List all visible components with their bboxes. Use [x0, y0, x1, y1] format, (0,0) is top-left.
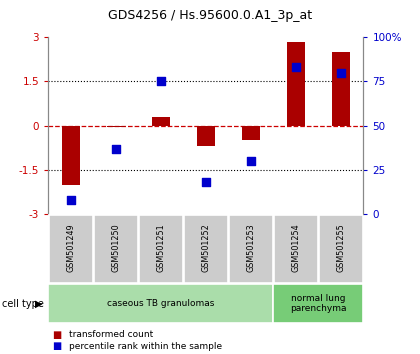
Text: ■: ■: [52, 341, 62, 351]
Text: normal lung
parenchyma: normal lung parenchyma: [290, 294, 346, 313]
Point: [158, 79, 164, 84]
Text: GSM501252: GSM501252: [201, 223, 210, 272]
FancyBboxPatch shape: [184, 215, 228, 282]
Point: [68, 197, 74, 203]
Text: GSM501254: GSM501254: [291, 223, 300, 272]
Text: cell type: cell type: [2, 298, 44, 309]
Text: transformed count: transformed count: [69, 330, 154, 339]
Text: GSM501249: GSM501249: [66, 223, 75, 272]
Point: [113, 146, 119, 152]
FancyBboxPatch shape: [274, 215, 318, 282]
Bar: [152, 117, 170, 126]
Bar: [242, 126, 260, 141]
Text: percentile rank within the sample: percentile rank within the sample: [69, 342, 223, 351]
Text: GSM501255: GSM501255: [336, 223, 345, 272]
Bar: [107, 126, 125, 127]
Text: caseous TB granulomas: caseous TB granulomas: [107, 299, 215, 308]
Bar: [287, 42, 305, 126]
Point: [337, 70, 344, 75]
FancyBboxPatch shape: [94, 215, 138, 282]
FancyBboxPatch shape: [139, 215, 183, 282]
Bar: [197, 126, 215, 146]
FancyBboxPatch shape: [229, 215, 273, 282]
Text: ▶: ▶: [35, 298, 42, 309]
Bar: [332, 52, 350, 126]
FancyBboxPatch shape: [273, 284, 363, 323]
Point: [202, 179, 209, 185]
Text: ■: ■: [52, 330, 62, 339]
FancyBboxPatch shape: [319, 215, 363, 282]
Bar: [62, 126, 80, 185]
Point: [247, 158, 254, 164]
Text: GDS4256 / Hs.95600.0.A1_3p_at: GDS4256 / Hs.95600.0.A1_3p_at: [108, 9, 312, 22]
Point: [292, 64, 299, 70]
FancyBboxPatch shape: [48, 284, 273, 323]
Text: GSM501251: GSM501251: [156, 223, 165, 272]
Text: GSM501250: GSM501250: [111, 223, 120, 272]
Text: GSM501253: GSM501253: [246, 223, 255, 272]
FancyBboxPatch shape: [49, 215, 93, 282]
